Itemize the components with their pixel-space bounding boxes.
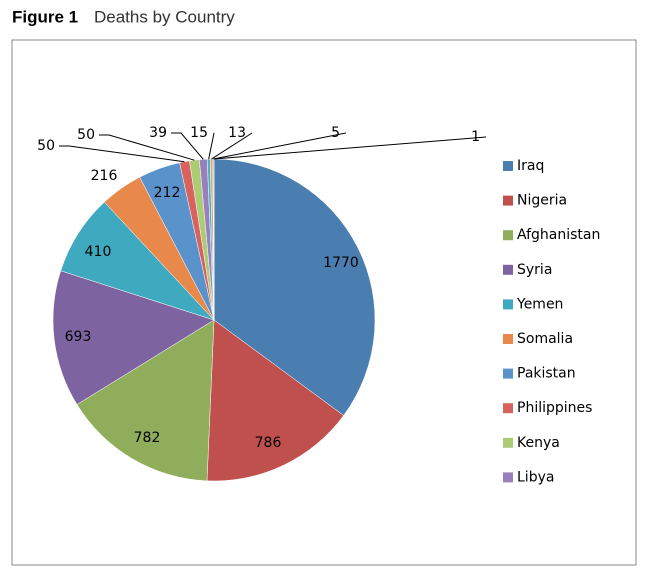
legend-label: Syria: [517, 262, 552, 278]
legend-swatch: [503, 264, 513, 275]
chart-title: Deaths by Country: [94, 7, 235, 26]
data-label: 1: [471, 129, 480, 145]
leader-line: [211, 132, 253, 160]
data-label: 216: [91, 168, 118, 184]
legend-swatch: [503, 230, 513, 241]
pie-slice: [52, 270, 215, 405]
legend-label: Kenya: [517, 435, 560, 451]
frame: [11, 39, 637, 566]
leader-line: [208, 132, 215, 160]
leader-line: [171, 132, 204, 160]
legend-swatch: [503, 437, 513, 448]
leader-line: [99, 134, 195, 161]
legend-label: Iraq: [517, 158, 544, 174]
legend-label: Afghanistan: [517, 227, 600, 243]
figure-label: Figure 1: [12, 7, 78, 26]
leader-line: [213, 136, 487, 160]
pie-slice: [206, 319, 344, 482]
data-label: 39: [149, 125, 167, 141]
data-label: 50: [77, 127, 95, 143]
data-label: 212: [154, 185, 181, 201]
legend-swatch: [503, 299, 513, 310]
data-label: 13: [228, 125, 246, 141]
legend-label: Libya: [517, 469, 554, 485]
legend-label: Philippines: [517, 400, 592, 416]
legend-swatch: [503, 195, 513, 206]
leader-line: [59, 145, 185, 163]
pie-slice: [213, 158, 376, 416]
leader-line: [213, 132, 347, 160]
data-label: 15: [190, 125, 208, 141]
data-label: 693: [65, 329, 92, 345]
legend-label: Pakistan: [517, 366, 576, 382]
legend-label: Nigeria: [517, 193, 567, 209]
legend-swatch: [503, 368, 513, 379]
legend-label: Somalia: [517, 331, 573, 347]
data-label: 5: [331, 125, 340, 141]
pie-slice: [76, 319, 215, 482]
data-label: 786: [255, 435, 282, 451]
legend-swatch: [503, 472, 513, 483]
legend-swatch: [503, 403, 513, 414]
data-label: 50: [37, 138, 55, 154]
legend-swatch: [503, 334, 513, 344]
data-label: 782: [134, 430, 161, 446]
legend-label: Yemen: [516, 296, 563, 312]
data-label: 1770: [323, 255, 359, 271]
data-label: 410: [85, 244, 112, 260]
legend-swatch: [503, 161, 513, 171]
